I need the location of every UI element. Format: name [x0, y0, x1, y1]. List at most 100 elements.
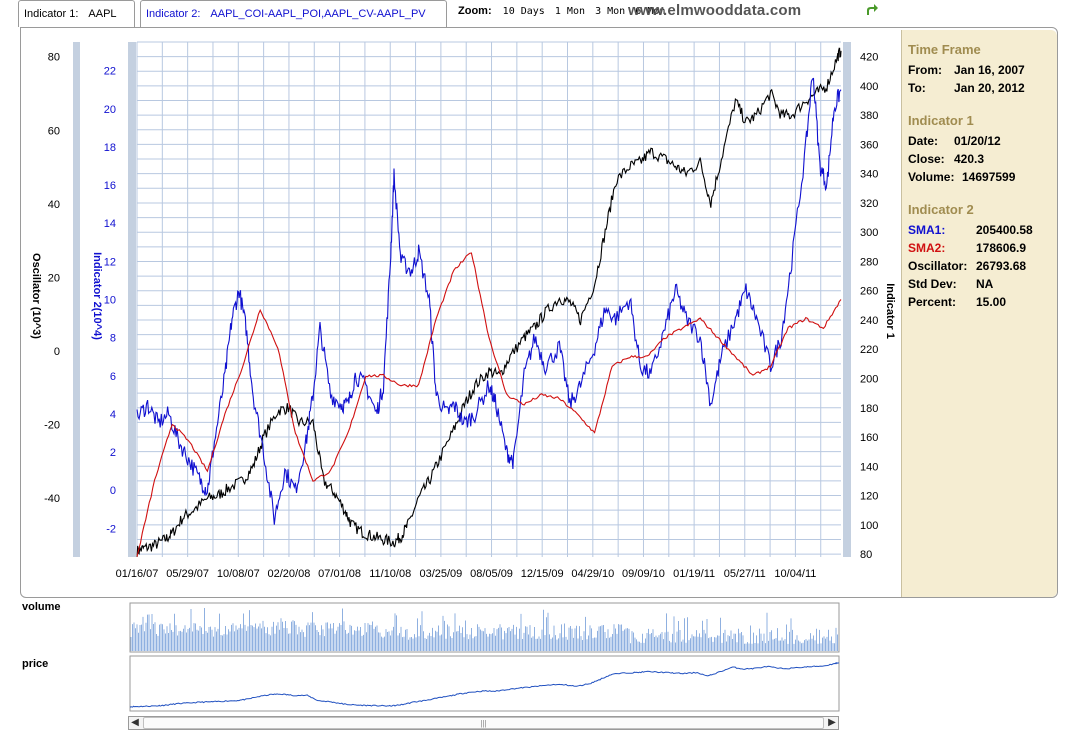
indicator2-tick-label: 0	[110, 485, 116, 497]
date-label: Date:	[908, 134, 939, 148]
refresh-arrow-icon[interactable]	[864, 2, 880, 18]
indicator1-tick-label: 220	[860, 344, 878, 356]
oscillator-label: Oscillator:	[908, 259, 968, 273]
indicator1-tick-label: 420	[860, 52, 878, 64]
indicator1-axis-bar	[843, 42, 851, 557]
indicator2-tick-label: 22	[104, 66, 116, 78]
stddev-value: NA	[976, 277, 994, 291]
tab-indicator-2[interactable]: Indicator 2: AAPL_COI-AAPL_POI,AAPL_CV-A…	[140, 0, 447, 27]
indicator2-title: Indicator 2	[908, 202, 974, 217]
date-ticks: 01/16/07 05/29/07 10/08/07 02/20/08 07/01/08…	[116, 568, 817, 580]
date-value: 01/20/12	[954, 134, 1001, 148]
ind2-sma1-row: SMA1: 205400.58	[908, 221, 1051, 239]
date-tick-label: 05/29/07	[166, 568, 209, 580]
volume-label: Volume:	[908, 170, 955, 184]
percent-label: Percent:	[908, 295, 957, 309]
plot-area	[137, 42, 841, 557]
date-tick-label: 01/19/11	[673, 568, 715, 580]
to-value: Jan 20, 2012	[954, 81, 1025, 95]
info-panel: Time Frame From: Jan 16, 2007 To: Jan 20…	[901, 30, 1057, 597]
timeframe-to-row: To: Jan 20, 2012	[908, 79, 1051, 97]
tab-indicator-1-label: Indicator 1:	[24, 8, 79, 20]
date-tick-label: 02/20/08	[268, 568, 311, 580]
zoom-10-days[interactable]: 10 Days	[502, 6, 545, 17]
indicator1-tick-label: 120	[860, 491, 878, 503]
indicator2-tick-label: 16	[104, 180, 116, 192]
indicator2-tick-label: 12	[104, 256, 116, 268]
oscillator-tick-label: -40	[44, 493, 60, 505]
stddev-label: Std Dev:	[908, 277, 957, 291]
date-tick-label: 05/27/11	[724, 568, 766, 580]
tab-indicator-1-value: AAPL	[88, 8, 117, 20]
indicator1-title: Indicator 1	[908, 113, 974, 128]
indicator2-tick-label: 18	[104, 142, 116, 154]
ind2-sma2-row: SMA2: 178606.9	[908, 239, 1051, 257]
indicator1-tick-label: 360	[860, 139, 878, 151]
volume-value: 14697599	[962, 170, 1016, 184]
price-panel-label: price	[22, 658, 49, 670]
oscillator-axis-bar	[73, 42, 80, 557]
close-value: 420.3	[954, 152, 985, 166]
zoom-bar: Zoom: 10 Days 1 Mon 3 Mon 6 Mon	[458, 5, 672, 17]
indicator2-axis-label: Indicator 2(10^4)	[91, 252, 103, 340]
indicator2-axis-bar	[128, 42, 136, 557]
oscillator-tick-label: -20	[44, 420, 60, 432]
indicator1-tick-label: 140	[860, 461, 878, 473]
chart-grid	[73, 41, 851, 557]
ind1-volume-row: Volume: 14697599	[908, 168, 1051, 186]
from-value: Jan 16, 2007	[954, 63, 1025, 77]
indicator2-tick-label: 20	[104, 104, 116, 116]
zoom-1-mon[interactable]: 1 Mon	[554, 6, 585, 17]
zoom-3-mon[interactable]: 3 Mon	[595, 6, 626, 17]
indicator2-tick-label: 10	[104, 295, 116, 307]
tab-indicator-1[interactable]: Indicator 1: AAPL	[18, 0, 135, 27]
indicator1-ticks: 80 100 120 140 160 180 200 220 240 260 280 300 320 34…	[860, 52, 878, 561]
indicator1-tick-label: 240	[860, 315, 878, 327]
scroll-right-icon[interactable]: ▶	[828, 717, 836, 728]
indicator1-tick-label: 320	[860, 198, 878, 210]
scroll-thumb[interactable]: |||	[143, 717, 824, 729]
series-lines	[136, 47, 842, 558]
date-tick-label: 04/29/10	[571, 568, 614, 580]
sma2-label: SMA2:	[908, 241, 946, 255]
date-tick-label: 10/04/11	[774, 568, 816, 580]
to-label: To:	[908, 81, 926, 95]
site-watermark: www.elmwooddata.com	[628, 2, 802, 19]
zoom-label: Zoom:	[458, 5, 492, 17]
ind2-osc-row: Oscillator: 26793.68	[908, 257, 1051, 275]
indicator1-tick-label: 300	[860, 227, 878, 239]
indicator1-tick-label: 200	[860, 374, 878, 386]
indicator1-tick-label: 160	[860, 432, 878, 444]
tab-indicator-2-label: Indicator 2:	[146, 8, 201, 20]
sma2-value: 178606.9	[976, 241, 1027, 255]
indicator1-tick-label: 100	[860, 520, 878, 532]
close-label: Close:	[908, 152, 945, 166]
oscillator-tick-label: 40	[48, 199, 60, 211]
price-series-line	[136, 47, 842, 558]
price-panel	[129, 655, 840, 712]
indicator2-tick-label: 4	[110, 409, 116, 421]
mini-panels	[129, 602, 840, 712]
indicator1-tick-label: 380	[860, 110, 878, 122]
ind1-close-row: Close: 420.3	[908, 150, 1051, 168]
date-tick-label: 10/08/07	[217, 568, 260, 580]
sma2-series-line	[136, 252, 842, 557]
indicator2-tick-label: 14	[104, 218, 116, 230]
oscillator-value: 26793.68	[976, 259, 1027, 273]
timeframe-from-row: From: Jan 16, 2007	[908, 61, 1051, 79]
zoom-6-mon[interactable]: 6 Mon	[635, 6, 666, 17]
scroll-left-icon[interactable]: ◀	[131, 717, 139, 728]
indicator1-tick-label: 400	[860, 81, 878, 93]
tab-indicator-2-value: AAPL_COI-AAPL_POI,AAPL_CV-AAPL_PV	[210, 8, 426, 20]
indicator1-tick-label: 280	[860, 256, 878, 268]
indicator2-tick-label: -2	[106, 523, 116, 535]
oscillator-ticks: -40 -20 0 20 40 60 80	[44, 52, 60, 505]
time-scrollbar[interactable]: ◀ ||| ▶	[128, 716, 839, 730]
indicator1-tick-label: 180	[860, 403, 878, 415]
mini-price-line	[129, 661, 840, 708]
sma1-value: 205400.58	[976, 223, 1033, 237]
date-tick-label: 07/01/08	[318, 568, 361, 580]
volume-panel-label: volume	[22, 601, 61, 613]
date-tick-label: 12/15/09	[521, 568, 564, 580]
oscillator-tick-label: 60	[48, 125, 60, 137]
